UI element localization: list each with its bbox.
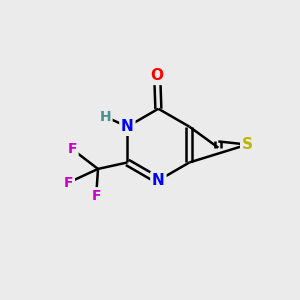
Text: O: O (151, 68, 164, 83)
Text: F: F (68, 142, 77, 156)
Text: N: N (121, 119, 134, 134)
Text: F: F (64, 176, 74, 190)
Text: N: N (152, 173, 165, 188)
Text: H: H (99, 110, 111, 124)
Text: F: F (92, 189, 101, 203)
Text: S: S (242, 137, 253, 152)
